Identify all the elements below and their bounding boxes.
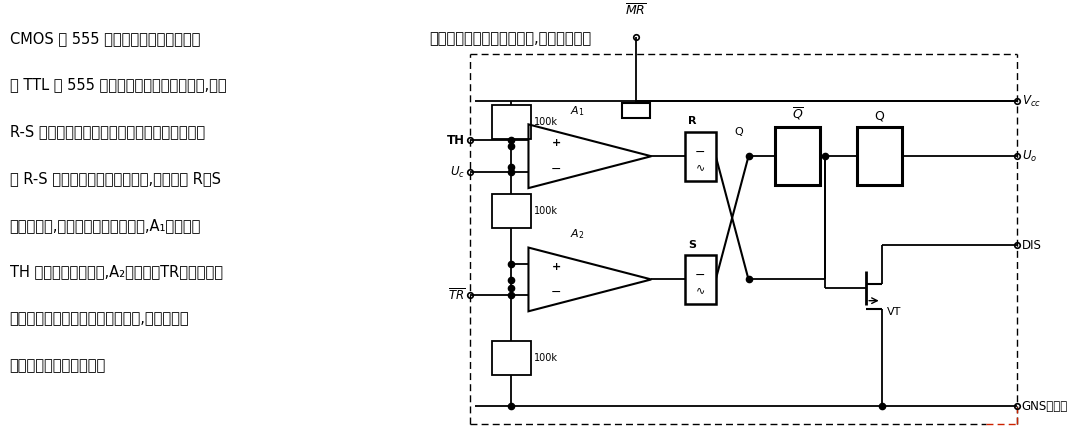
Text: 极管也换成了场效应管。: 极管也换成了场效应管。 — [10, 358, 106, 373]
Bar — [491, 194, 531, 229]
Text: +: + — [551, 261, 561, 272]
Text: R-S 触发器是由两个或非门组成的。或非门组成: R-S 触发器是由两个或非门组成的。或非门组成 — [10, 124, 204, 139]
Text: 的 R-S 触发器是用高电平触发的,输入端用 R、S: 的 R-S 触发器是用高电平触发的,输入端用 R、S — [10, 171, 220, 186]
Text: ∿: ∿ — [696, 162, 705, 172]
Text: 所示。由于制造工艺的原因,它的内部电路: 所示。由于制造工艺的原因,它的内部电路 — [429, 31, 592, 46]
Text: $\overline{MR}$: $\overline{MR}$ — [625, 3, 646, 18]
Text: $V_{cc}$: $V_{cc}$ — [1022, 93, 1041, 109]
Text: Q: Q — [734, 127, 743, 137]
Text: −: − — [696, 145, 705, 159]
Text: 100k: 100k — [534, 353, 557, 363]
Text: 和 TTL 型 555 时基电路是不一样的。首先,它的: 和 TTL 型 555 时基电路是不一样的。首先,它的 — [10, 78, 226, 93]
Text: Q: Q — [874, 109, 885, 122]
Bar — [491, 105, 531, 139]
Text: $A_2$: $A_2$ — [570, 227, 585, 241]
Text: ∿: ∿ — [696, 285, 705, 295]
Text: 表示。其次,在内部比较器的连接上,A₁的输入端: 表示。其次,在内部比较器的连接上,A₁的输入端 — [10, 218, 201, 233]
Text: 100k: 100k — [534, 117, 557, 127]
Text: GNS（地）: GNS（地） — [1022, 399, 1068, 413]
Bar — [622, 102, 651, 118]
Bar — [491, 341, 531, 375]
Bar — [685, 131, 716, 181]
Text: $\overline{Q}$: $\overline{Q}$ — [792, 106, 804, 122]
Text: $U_o$: $U_o$ — [1022, 148, 1037, 164]
Text: +: + — [551, 138, 561, 148]
Text: 100k: 100k — [534, 206, 557, 216]
Text: CMOS 型 555 时基电路的内部结构如图: CMOS 型 555 时基电路的内部结构如图 — [10, 31, 200, 46]
Text: $\overline{TR}$: $\overline{TR}$ — [447, 288, 465, 303]
Text: VT: VT — [887, 307, 901, 317]
Bar — [685, 255, 716, 304]
Text: −: − — [696, 268, 705, 282]
Text: R: R — [688, 117, 697, 127]
Text: $A_1$: $A_1$ — [570, 104, 585, 118]
Text: −: − — [551, 286, 562, 299]
Text: $U_c$: $U_c$ — [450, 165, 465, 180]
Text: TH: TH — [447, 134, 465, 147]
Text: 入端上。另外还多接入了两个非门,开关级的三: 入端上。另外还多接入了两个非门,开关级的三 — [10, 311, 189, 326]
Bar — [775, 127, 821, 185]
Bar — [857, 127, 902, 185]
Text: DIS: DIS — [1022, 239, 1042, 252]
Text: −: − — [551, 162, 562, 176]
Text: TH 接在同相输入端上,A₂的输入端TR接在反相输: TH 接在同相输入端上,A₂的输入端TR接在反相输 — [10, 265, 223, 279]
Text: S: S — [688, 240, 697, 250]
